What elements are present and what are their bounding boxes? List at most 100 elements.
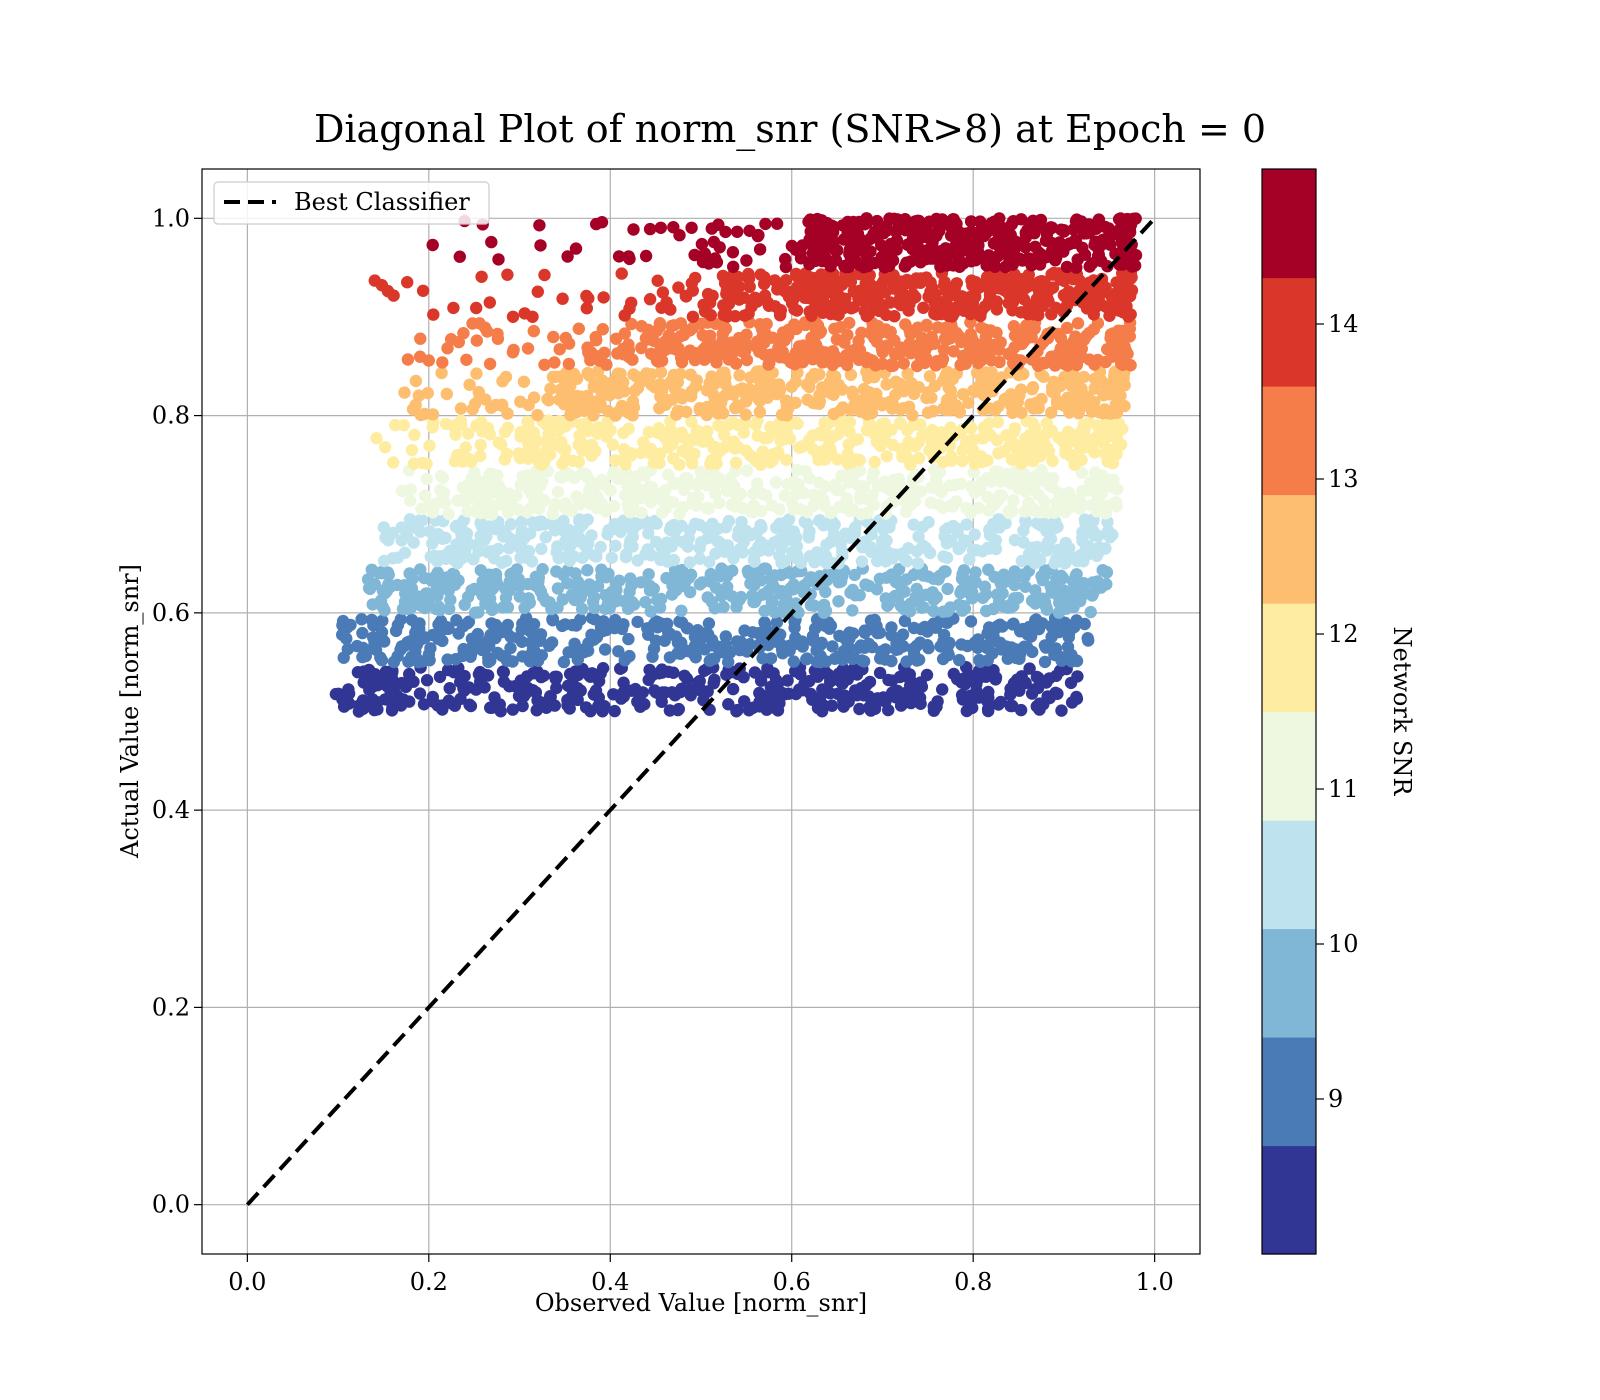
scatter-point — [1088, 382, 1101, 395]
scatter-point — [556, 292, 569, 305]
scatter-point — [533, 515, 546, 528]
scatter-point — [759, 217, 772, 231]
scatter-point — [860, 408, 874, 421]
scatter-point — [780, 399, 793, 412]
scatter-point — [811, 225, 824, 239]
scatter-point — [1022, 496, 1035, 509]
scatter-point — [920, 320, 933, 333]
scatter-point — [1051, 687, 1064, 700]
scatter-point — [413, 350, 427, 363]
scatter-point — [924, 496, 937, 509]
scatter-point — [441, 342, 454, 355]
scatter-point — [693, 578, 706, 591]
scatter-point — [634, 487, 647, 501]
scatter-point — [1017, 455, 1031, 468]
scatter-point — [654, 221, 667, 234]
scatter-point — [426, 628, 440, 642]
scatter-point — [991, 588, 1004, 601]
scatter-point — [673, 458, 686, 471]
scatter-point — [1116, 292, 1130, 305]
colorbar-bin — [1262, 494, 1316, 604]
scatter-point — [992, 447, 1005, 460]
scatter-point — [370, 432, 383, 445]
scatter-point — [943, 479, 957, 492]
scatter-point — [836, 401, 850, 414]
scatter-point — [411, 592, 424, 605]
scatter-point — [578, 514, 591, 527]
scatter-point — [453, 250, 466, 263]
x-tick-label: 0.8 — [954, 1268, 992, 1296]
scatter-point — [864, 245, 877, 258]
scatter-point — [1060, 260, 1074, 274]
scatter-point — [899, 446, 912, 459]
scatter-point — [521, 342, 535, 355]
scatter-point — [878, 475, 891, 488]
scatter-point — [707, 347, 720, 361]
scatter-point — [436, 634, 449, 648]
scatter-point — [676, 479, 689, 492]
chart-title: Diagonal Plot of norm_snr (SNR>8) at Epo… — [314, 107, 1266, 152]
scatter-point — [826, 640, 839, 653]
scatter-point — [579, 701, 593, 714]
scatter-point — [943, 302, 956, 316]
scatter-point — [1039, 641, 1053, 654]
scatter-point — [463, 698, 476, 711]
scatter-point — [843, 416, 857, 429]
scatter-point — [485, 617, 498, 630]
scatter-point — [902, 435, 915, 449]
scatter-point — [762, 544, 775, 557]
scatter-point — [983, 296, 996, 310]
scatter-point — [966, 592, 979, 605]
scatter-point — [477, 476, 490, 489]
scatter-point — [841, 673, 854, 686]
scatter-point — [583, 348, 596, 361]
scatter-point — [781, 674, 794, 687]
scatter-point — [681, 447, 694, 460]
colorbar-bin — [1262, 928, 1316, 1038]
scatter-point — [616, 342, 630, 356]
scatter-point — [772, 378, 786, 391]
scatter-point — [690, 499, 703, 512]
scatter-point — [638, 516, 651, 529]
scatter-point — [387, 456, 400, 469]
scatter-point — [556, 619, 569, 633]
scatter-point — [553, 415, 566, 428]
scatter-point — [964, 215, 978, 228]
scatter-point — [485, 600, 499, 613]
scatter-point — [889, 575, 903, 589]
scatter-point — [557, 655, 571, 669]
scatter-point — [775, 556, 788, 570]
scatter-point — [643, 293, 657, 306]
scatter-point — [758, 604, 771, 618]
scatter-point — [936, 247, 949, 260]
scatter-point — [552, 552, 565, 565]
scatter-point — [665, 588, 679, 601]
scatter-point — [809, 296, 822, 310]
scatter-point — [382, 534, 395, 547]
scatter-point — [958, 602, 972, 615]
scatter-point — [889, 377, 903, 390]
scatter-point — [337, 651, 350, 664]
scatter-point — [769, 673, 783, 687]
scatter-point — [868, 370, 881, 384]
scatter-point — [878, 417, 891, 430]
scatter-point — [953, 653, 966, 667]
scatter-point — [426, 537, 439, 550]
scatter-point — [654, 366, 668, 379]
scatter-point — [404, 494, 417, 507]
scatter-point — [592, 421, 605, 434]
scatter-point — [357, 676, 370, 689]
scatter-point — [1121, 212, 1134, 226]
scatter-point — [766, 331, 779, 344]
scatter-point — [506, 310, 520, 323]
scatter-point — [960, 518, 973, 531]
scatter-point — [715, 589, 728, 603]
scatter-point — [718, 428, 731, 442]
scatter-point — [1123, 322, 1137, 335]
scatter-point — [538, 358, 551, 371]
scatter-point — [1098, 447, 1112, 460]
scatter-point — [739, 388, 752, 401]
scatter-point — [886, 254, 900, 267]
scatter-point — [944, 421, 957, 434]
scatter-point — [824, 260, 837, 273]
